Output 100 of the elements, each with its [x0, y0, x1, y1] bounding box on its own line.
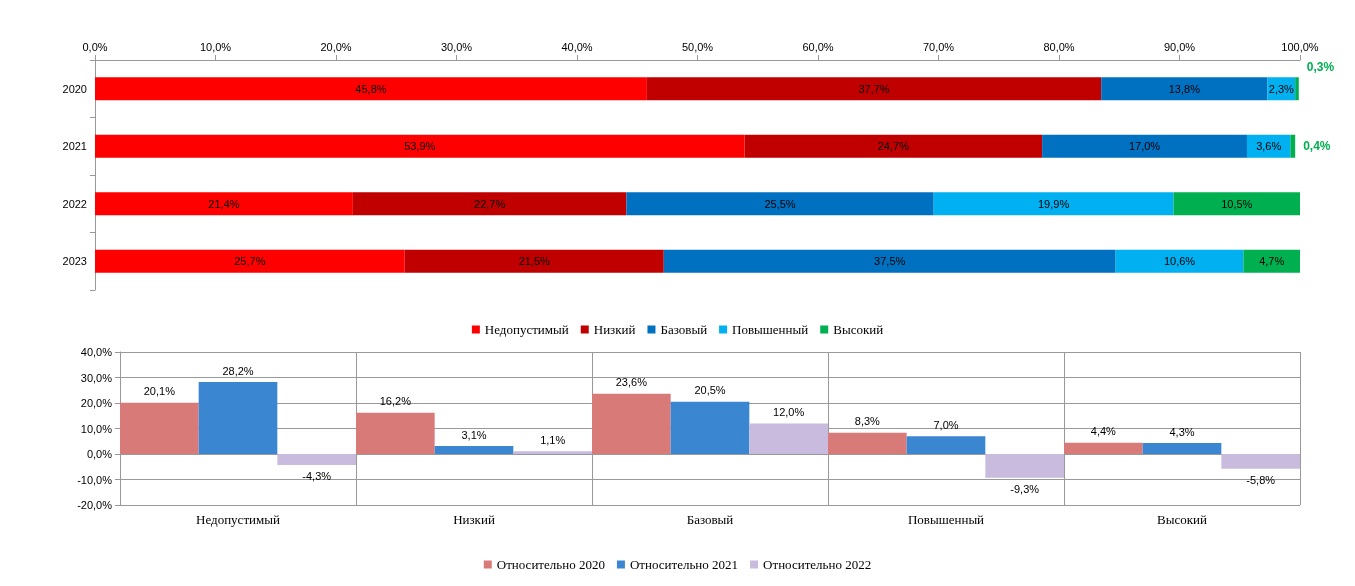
- data-label: 25,7%: [234, 255, 266, 268]
- bar: [626, 192, 934, 216]
- bar: [352, 192, 627, 216]
- legend-label: Повышенный: [732, 322, 809, 337]
- bar: [1064, 442, 1143, 454]
- legend-label: Относительно 2022: [763, 557, 872, 572]
- x-tick-label: 80,0%: [1043, 40, 1075, 53]
- bar: [95, 192, 353, 216]
- bar: [1101, 77, 1268, 101]
- bar: [749, 423, 828, 454]
- data-label: 3,6%: [1256, 140, 1282, 153]
- bar: [1042, 134, 1247, 158]
- bar: [1115, 249, 1244, 273]
- bar: [277, 454, 356, 465]
- y-tick-label: 10,0%: [80, 422, 113, 435]
- bar: [646, 77, 1102, 101]
- bar: [1173, 192, 1300, 216]
- data-label: 10,5%: [1221, 197, 1253, 210]
- x-tick-label: 10,0%: [199, 40, 232, 53]
- data-label: 53,9%: [404, 140, 436, 153]
- bar: [744, 134, 1043, 158]
- data-label: 12,0%: [773, 405, 805, 418]
- x-tick-label: Повышенный: [907, 512, 985, 527]
- data-label: 4,3%: [1169, 425, 1195, 438]
- y-tick-label: -20,0%: [77, 499, 113, 511]
- data-label: 20,5%: [694, 384, 726, 397]
- x-tick-label: 60,0%: [802, 40, 834, 53]
- legend-label: Высокий: [833, 322, 884, 337]
- legend-label: Относительно 2021: [629, 557, 739, 572]
- data-label: 7,0%: [933, 418, 959, 431]
- data-label: 2,3%: [1268, 82, 1295, 95]
- bar: [198, 382, 278, 454]
- y-tick-label: -10,0%: [77, 473, 113, 486]
- bar: [95, 134, 745, 158]
- bar: [1290, 134, 1296, 158]
- x-tick-label: 20,0%: [320, 40, 352, 53]
- bar: [120, 402, 199, 454]
- x-tick-label: Недопустимый: [196, 512, 280, 527]
- bar: [933, 192, 1174, 216]
- data-label: 4,4%: [1090, 425, 1117, 438]
- data-label: 3,1%: [461, 428, 487, 441]
- y-tick-label: 2021: [62, 140, 87, 153]
- y-tick-label: 2020: [62, 82, 87, 95]
- data-label: 37,5%: [874, 255, 906, 268]
- data-label: 24,7%: [877, 140, 910, 153]
- y-tick-label: 2022: [62, 197, 87, 210]
- data-label: 1,1%: [540, 433, 566, 446]
- legend-label: Недопустимый: [484, 322, 569, 337]
- bar: [1142, 443, 1222, 454]
- bar: [1221, 454, 1300, 469]
- bar: [1295, 77, 1299, 101]
- x-tick-label: 40,0%: [561, 40, 593, 53]
- bar: [404, 249, 664, 273]
- bar: [356, 412, 435, 454]
- x-tick-label: 50,0%: [681, 40, 714, 53]
- data-label: 16,2%: [379, 395, 412, 408]
- data-label: 20,1%: [143, 385, 176, 398]
- bar: [1243, 249, 1300, 273]
- bar: [95, 77, 647, 101]
- data-label: 0,4%: [1303, 139, 1331, 154]
- x-tick-label: Базовый: [686, 512, 734, 527]
- x-tick-label: 90,0%: [1163, 40, 1196, 53]
- bar: [828, 432, 907, 454]
- bar: [95, 249, 405, 273]
- x-tick-label: 100,0%: [1281, 40, 1319, 53]
- data-label: 17,0%: [1128, 140, 1161, 153]
- data-label: -9,3%: [1010, 483, 1040, 496]
- legend-label: Низкий: [593, 322, 636, 337]
- data-label: 21,5%: [518, 255, 551, 268]
- data-label: 0,3%: [1306, 59, 1335, 74]
- data-label: 22,7%: [474, 197, 506, 210]
- legend-label: Базовый: [660, 322, 708, 337]
- data-label: 4,7%: [1259, 255, 1285, 268]
- data-label: 25,5%: [764, 197, 796, 210]
- bar: [434, 446, 514, 454]
- bar: [663, 249, 1116, 273]
- bar: [592, 393, 671, 454]
- legend-label: Относительно 2020: [496, 557, 605, 572]
- data-label: 19,9%: [1037, 197, 1070, 210]
- y-tick-label: 40,0%: [80, 346, 113, 358]
- data-label: 45,8%: [355, 82, 387, 95]
- x-tick-label: 70,0%: [922, 40, 955, 53]
- data-label: 21,4%: [208, 197, 240, 210]
- data-label: -5,8%: [1246, 474, 1276, 487]
- data-label: 8,3%: [854, 415, 881, 428]
- data-label: 10,6%: [1163, 255, 1196, 268]
- bar: [906, 436, 986, 454]
- y-tick-label: 0,0%: [86, 448, 113, 460]
- y-tick-label: 20,0%: [80, 397, 113, 409]
- x-tick-label: 30,0%: [440, 40, 473, 53]
- y-tick-label: 30,0%: [80, 371, 113, 384]
- y-tick-label: 2023: [62, 255, 87, 268]
- data-label: 23,6%: [615, 376, 648, 389]
- data-label: 37,7%: [858, 82, 890, 95]
- data-label: -4,3%: [302, 470, 332, 483]
- data-label: 13,8%: [1168, 82, 1201, 95]
- data-label: 28,2%: [222, 364, 254, 377]
- bar: [985, 454, 1064, 478]
- x-tick-label: Высокий: [1157, 512, 1207, 527]
- x-tick-label: Низкий: [453, 512, 495, 527]
